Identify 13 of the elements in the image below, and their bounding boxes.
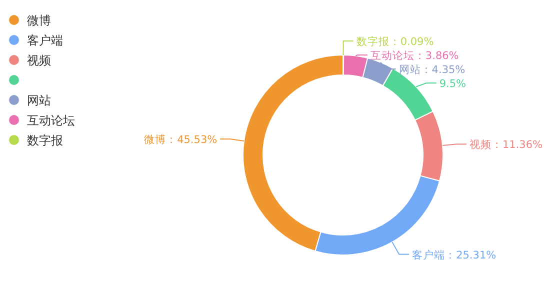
data-label: 视频：11.36%: [469, 138, 543, 152]
data-label: 客户端：25.31%: [412, 248, 496, 262]
legend-label: 客户端: [27, 34, 63, 48]
legend-label: 数字报: [27, 134, 63, 148]
data-label: 数字报：0.09%: [356, 35, 434, 48]
data-label: 互动论坛：3.86%: [370, 50, 459, 62]
legend-label: 网站: [27, 94, 51, 108]
data-label: 9.5%: [439, 78, 466, 90]
legend-label: 互动论坛: [27, 114, 75, 128]
data-label: 微博：45.53%: [144, 133, 218, 146]
data-label: 网站：4.35%: [398, 63, 466, 76]
legend-label: 微博: [27, 14, 51, 28]
legend-label: 视频: [27, 54, 51, 68]
